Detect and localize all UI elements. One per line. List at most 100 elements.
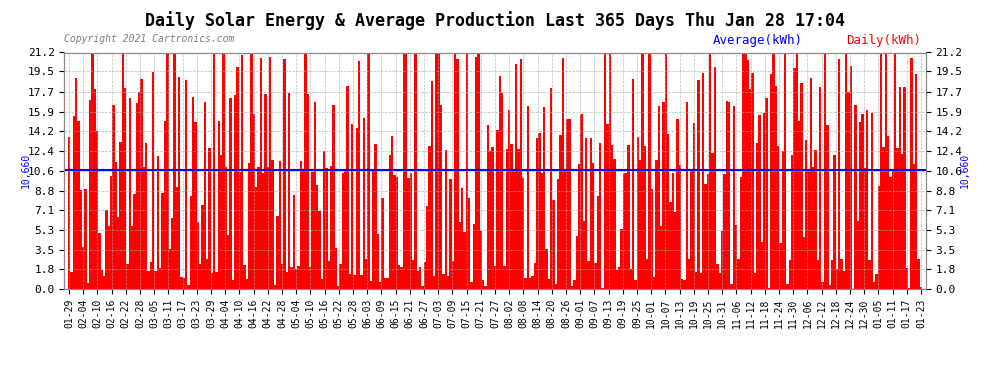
Bar xyxy=(870,113,873,289)
Bar xyxy=(831,260,834,289)
Bar xyxy=(293,195,295,289)
Bar xyxy=(185,80,187,289)
Bar xyxy=(161,193,163,289)
Bar xyxy=(246,279,248,289)
Bar xyxy=(669,201,671,289)
Bar xyxy=(129,98,131,289)
Bar xyxy=(834,155,836,289)
Bar xyxy=(403,53,405,289)
Bar xyxy=(630,269,632,289)
Bar xyxy=(470,282,473,289)
Bar xyxy=(353,275,355,289)
Bar xyxy=(906,268,908,289)
Bar xyxy=(508,110,510,289)
Bar xyxy=(244,265,246,289)
Bar xyxy=(695,272,697,289)
Bar xyxy=(189,196,192,289)
Bar xyxy=(379,282,381,289)
Bar xyxy=(503,266,506,289)
Bar xyxy=(367,53,370,289)
Bar xyxy=(744,53,746,289)
Bar xyxy=(122,53,124,289)
Bar xyxy=(775,86,777,289)
Bar xyxy=(225,168,227,289)
Bar xyxy=(554,284,557,289)
Bar xyxy=(295,269,297,289)
Bar xyxy=(559,135,561,289)
Bar xyxy=(731,284,733,289)
Bar xyxy=(215,272,218,289)
Bar xyxy=(304,53,307,289)
Bar xyxy=(348,274,351,289)
Bar xyxy=(683,280,686,289)
Bar xyxy=(578,164,580,289)
Bar xyxy=(370,280,372,289)
Bar xyxy=(604,53,606,289)
Bar xyxy=(625,174,628,289)
Bar xyxy=(175,187,178,289)
Bar xyxy=(134,194,136,289)
Bar xyxy=(316,185,319,289)
Bar xyxy=(400,267,403,289)
Bar xyxy=(899,87,901,289)
Bar xyxy=(690,171,693,289)
Bar xyxy=(98,233,101,289)
Bar xyxy=(662,102,664,289)
Bar xyxy=(499,76,501,289)
Bar xyxy=(686,102,688,289)
Text: Daily Solar Energy & Average Production Last 365 Days Thu Jan 28 17:04: Daily Solar Energy & Average Production … xyxy=(145,11,845,30)
Bar xyxy=(637,136,639,289)
Bar xyxy=(440,105,443,289)
Bar xyxy=(770,74,772,289)
Bar xyxy=(473,224,475,289)
Bar xyxy=(91,53,94,289)
Bar xyxy=(146,143,148,289)
Bar xyxy=(398,265,400,289)
Bar xyxy=(192,97,194,289)
Bar xyxy=(482,280,484,289)
Bar xyxy=(597,196,599,289)
Bar xyxy=(386,278,388,289)
Bar xyxy=(115,162,117,289)
Bar xyxy=(576,237,578,289)
Bar xyxy=(810,78,812,289)
Bar xyxy=(642,53,644,289)
Bar xyxy=(541,173,543,289)
Bar xyxy=(208,148,211,289)
Bar xyxy=(726,101,728,289)
Bar xyxy=(218,121,220,289)
Bar xyxy=(314,102,316,289)
Bar xyxy=(232,280,234,289)
Bar xyxy=(513,171,515,289)
Bar xyxy=(281,264,283,289)
Bar xyxy=(655,160,657,289)
Bar xyxy=(859,123,861,289)
Bar xyxy=(206,259,208,289)
Bar xyxy=(539,133,541,289)
Bar xyxy=(580,114,583,289)
Bar xyxy=(758,115,760,289)
Bar xyxy=(664,53,667,289)
Bar xyxy=(501,93,503,289)
Bar xyxy=(396,177,398,289)
Bar xyxy=(707,174,709,289)
Bar xyxy=(278,161,281,289)
Bar xyxy=(585,138,587,289)
Bar xyxy=(342,173,345,289)
Bar xyxy=(793,68,796,289)
Bar xyxy=(791,155,793,289)
Bar xyxy=(458,222,461,289)
Bar xyxy=(693,123,695,289)
Bar xyxy=(262,173,264,289)
Bar xyxy=(204,102,206,289)
Bar xyxy=(749,89,751,289)
Bar xyxy=(590,138,592,289)
Bar xyxy=(847,92,849,289)
Bar xyxy=(84,189,86,289)
Bar xyxy=(330,166,333,289)
Bar xyxy=(489,151,491,289)
Bar xyxy=(571,286,573,289)
Bar xyxy=(477,53,480,289)
Bar xyxy=(197,222,199,289)
Bar xyxy=(475,57,477,289)
